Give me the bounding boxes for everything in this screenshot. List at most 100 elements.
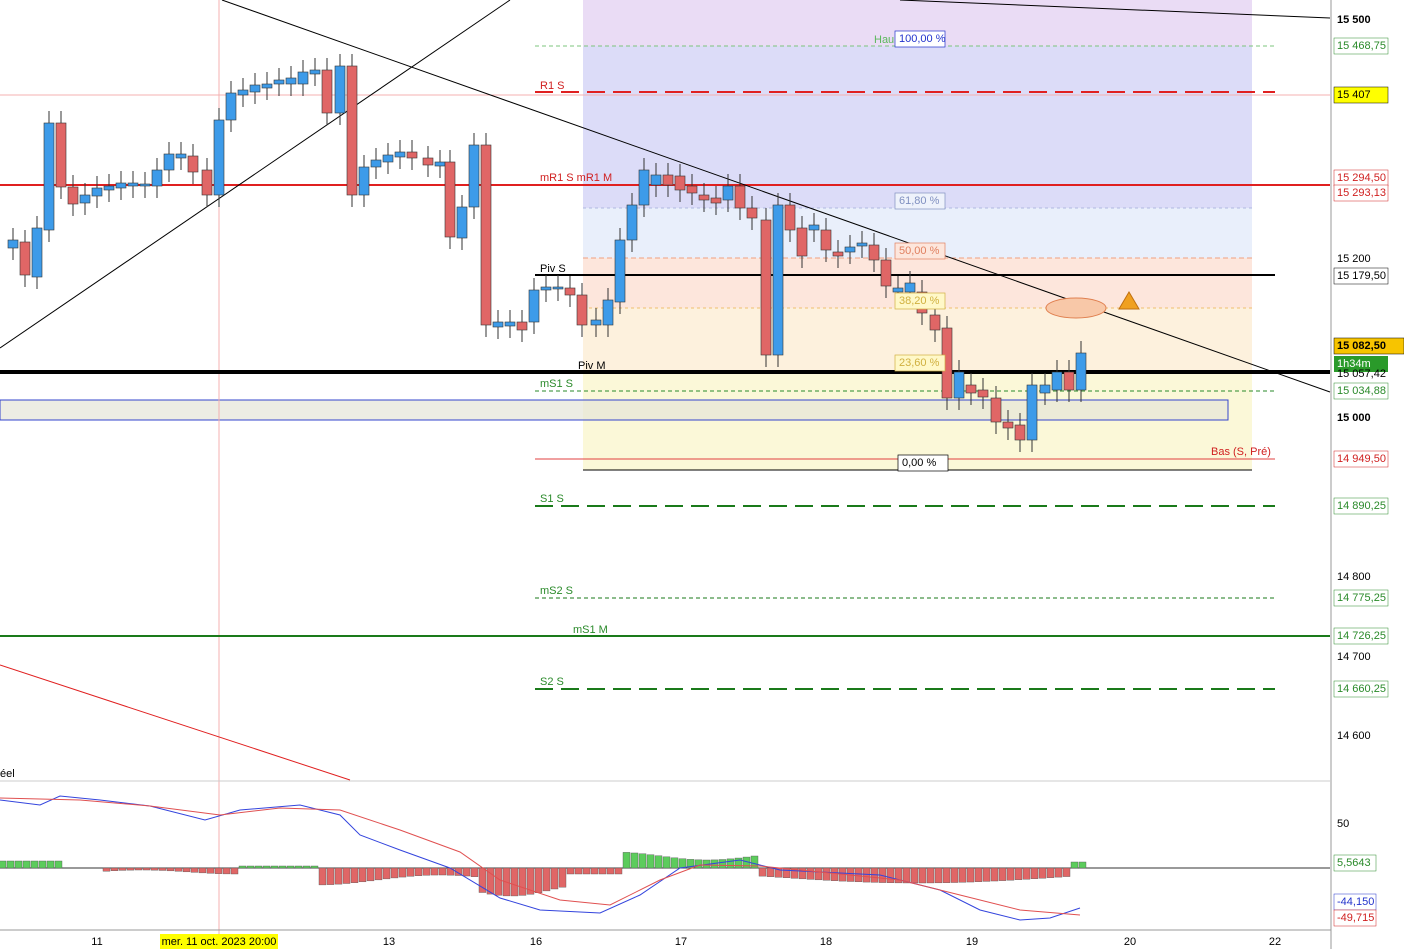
price-label: 14 949,50 (1337, 453, 1386, 465)
date-label: 22 (1269, 936, 1281, 948)
histogram-bar (310, 865, 319, 869)
price-label: 14 660,25 (1337, 683, 1386, 695)
histogram-bar (582, 867, 591, 875)
histogram-bar (942, 867, 951, 883)
histogram-bar (766, 867, 775, 877)
candle-body (820, 229, 832, 251)
histogram-bar (422, 867, 431, 876)
candle-body (772, 204, 784, 356)
fib-label: 38,20 % (899, 295, 940, 307)
candle-body (273, 79, 285, 85)
histogram-bar (510, 867, 519, 897)
histogram-bar (934, 867, 943, 884)
candle-body (1075, 352, 1087, 391)
histogram-bar (950, 867, 959, 883)
candle-body (760, 219, 772, 356)
candle-body (892, 287, 904, 293)
histogram-bar (254, 865, 263, 869)
histogram-bar (302, 865, 311, 869)
candle-body (856, 242, 868, 247)
histogram-bar (542, 867, 551, 892)
level-label: Piv M (578, 360, 606, 372)
price-label: 15 500 (1337, 14, 1371, 26)
candle-body (444, 161, 456, 238)
histogram-bar (894, 867, 903, 884)
price-label: 15 082,50 (1337, 340, 1386, 352)
indicator-label: éel (0, 768, 15, 780)
histogram-bar (14, 860, 23, 869)
candle-body (261, 83, 273, 89)
candle-body (590, 319, 602, 326)
price-axis (1331, 0, 1404, 949)
histogram-bar (214, 867, 223, 874)
candle-body (686, 185, 698, 194)
histogram-bar (910, 867, 919, 884)
price-label: 14 890,25 (1337, 500, 1386, 512)
histogram-bar (558, 867, 567, 888)
candle-body (358, 166, 370, 196)
histogram-bar (790, 867, 799, 879)
candle-body (1039, 384, 1051, 394)
histogram-bar (886, 867, 895, 883)
histogram-bar (686, 859, 695, 869)
histogram-bar (622, 852, 631, 869)
histogram-bar (662, 856, 671, 869)
histogram-bar (822, 867, 831, 881)
candle-body (564, 287, 576, 296)
histogram-bar (1038, 867, 1047, 879)
candle-body (698, 194, 710, 201)
candle-body (540, 286, 552, 291)
histogram-bar (270, 865, 279, 869)
histogram-bar (406, 867, 415, 877)
candle-body (784, 204, 796, 231)
histogram-bar (958, 867, 967, 883)
candle-body (977, 389, 989, 398)
zone-box (0, 399, 1229, 421)
histogram-bar (6, 860, 15, 869)
price-label: 15 000 (1337, 412, 1371, 424)
histogram-bar (198, 867, 207, 874)
histogram-bar (550, 867, 559, 890)
candle-body (163, 153, 175, 171)
histogram-bar (1062, 867, 1071, 877)
fib-label-bg (894, 192, 946, 210)
histogram-bar (54, 860, 63, 869)
price-label-bg (1333, 337, 1404, 355)
level-label: mS1 M (573, 624, 608, 636)
histogram-bar (414, 867, 423, 876)
histogram-bar (174, 867, 183, 872)
level-label: mS1 S (540, 378, 573, 390)
candle-body (19, 241, 31, 276)
histogram-bar (1046, 867, 1055, 878)
candle-body (434, 161, 446, 167)
histogram-bar (990, 867, 999, 882)
histogram-bar (462, 867, 471, 877)
histogram-bar (1014, 867, 1023, 880)
macd-axis-label: -44,150 (1337, 896, 1374, 908)
histogram-bar (134, 867, 143, 871)
histogram-bar (454, 867, 463, 876)
fib-label: 50,00 % (899, 245, 940, 257)
histogram-bar (166, 867, 175, 872)
candle-body (382, 154, 394, 163)
macd-label-bg (1333, 854, 1377, 872)
candle-body (225, 92, 237, 121)
date-label: 17 (675, 936, 687, 948)
date-label: 20 (1124, 936, 1136, 948)
fib-label: 23,60 % (899, 357, 940, 369)
candle-body (516, 321, 528, 331)
histogram-bar (750, 855, 759, 869)
price-label-bg (1333, 267, 1389, 285)
price-label: 15 034,88 (1337, 385, 1386, 397)
candle-body (1002, 421, 1014, 429)
candle-body (990, 397, 1002, 423)
fib-label: 61,80 % (899, 195, 940, 207)
histogram-bar (830, 867, 839, 881)
histogram-bar (1022, 867, 1031, 880)
candle-body (1051, 371, 1063, 391)
candle-body (662, 174, 674, 186)
candle-body (904, 282, 916, 293)
histogram-bar (390, 867, 399, 879)
histogram-bar (158, 867, 167, 871)
